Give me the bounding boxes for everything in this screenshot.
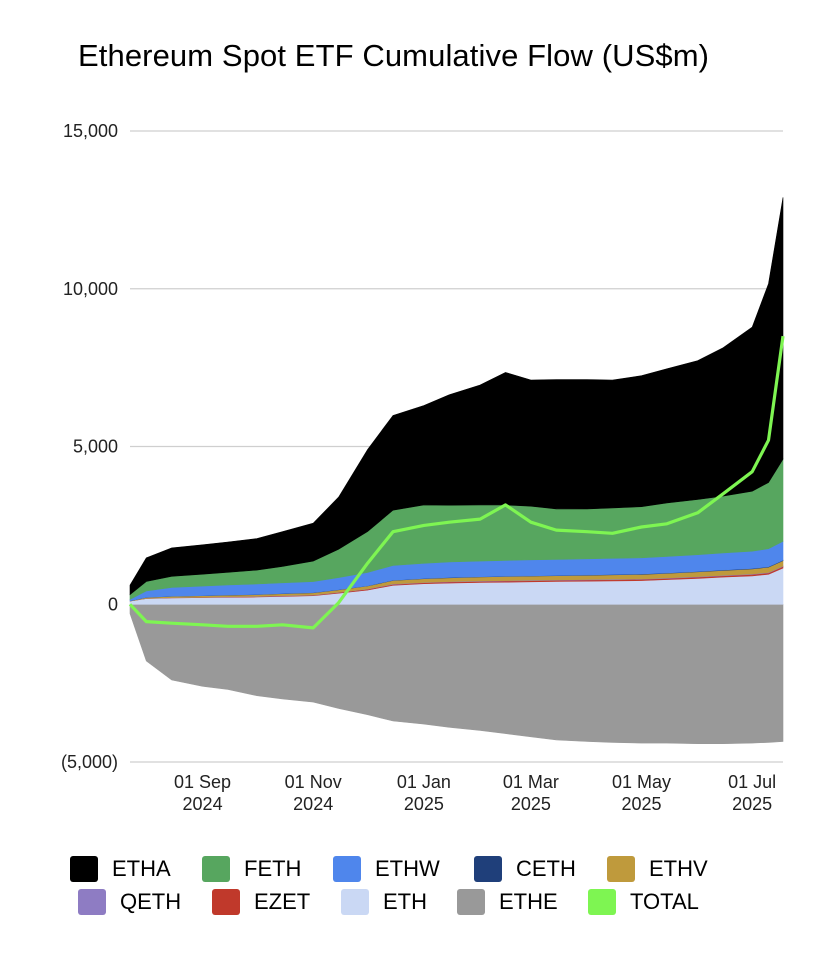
legend-label: CETH — [516, 855, 576, 881]
legend-row: QETH EZET ETH ETHE TOTAL — [70, 885, 790, 918]
x-tick-label: 01 Jul — [728, 772, 776, 792]
x-tick-year: 2025 — [621, 794, 661, 814]
x-tick-label: 01 May — [612, 772, 671, 792]
legend-item-ceth: CETH — [474, 852, 576, 885]
legend-swatch — [474, 855, 502, 882]
x-tick-year: 2024 — [183, 794, 223, 814]
legend-item-ethe: ETHE — [457, 885, 558, 918]
legend-label: TOTAL — [630, 888, 699, 914]
legend-swatch — [202, 855, 230, 882]
y-tick-label: 0 — [108, 594, 118, 614]
legend-item-total: TOTAL — [588, 885, 699, 918]
y-tick-label: 15,000 — [63, 121, 118, 141]
legend-swatch — [333, 855, 361, 882]
x-tick-year: 2024 — [293, 794, 333, 814]
legend-swatch — [588, 888, 616, 915]
legend-label: ETHE — [499, 888, 558, 914]
legend-item-ethw: ETHW — [333, 852, 440, 885]
x-tick-year: 2025 — [732, 794, 772, 814]
stacked-areas — [129, 197, 784, 744]
legend-item-eth: ETH — [341, 885, 427, 918]
x-tick-label: 01 Nov — [285, 772, 342, 792]
y-tick-label: 5,000 — [73, 437, 118, 457]
legend-label: ETHA — [112, 855, 171, 881]
y-tick-label: 10,000 — [63, 279, 118, 299]
legend-item-etha: ETHA — [70, 852, 171, 885]
x-tick-label: 01 Jan — [397, 772, 451, 792]
legend-swatch — [607, 855, 635, 882]
x-tick-year: 2025 — [404, 794, 444, 814]
legend-item-feth: FETH — [202, 852, 301, 885]
legend-label: QETH — [120, 888, 182, 914]
legend-item-qeth: QETH — [78, 885, 181, 918]
legend-label: ETHV — [649, 855, 708, 881]
y-axis-ticks: 15,000 10,000 5,000 0 (5,000) — [61, 121, 118, 772]
legend-swatch — [457, 888, 485, 915]
total-line — [128, 335, 785, 630]
legend-label: FETH — [244, 855, 302, 881]
total-line-layer — [128, 335, 785, 630]
x-tick-year: 2025 — [511, 794, 551, 814]
legend-swatch — [212, 888, 240, 915]
legend-row: ETHA FETH ETHW CETH ETHV — [70, 852, 790, 885]
legend-label: EZET — [254, 888, 311, 914]
legend-swatch — [78, 888, 106, 915]
legend: ETHA FETH ETHW CETH ETHV QETH EZET ETH ETHE TOTAL — [70, 852, 790, 918]
x-tick-label: 01 Sep — [174, 772, 231, 792]
legend-swatch — [341, 888, 369, 915]
legend-item-ethv: ETHV — [607, 852, 708, 885]
legend-swatch — [70, 855, 98, 882]
area-series-etha — [129, 197, 784, 596]
y-tick-label: (5,000) — [61, 752, 118, 772]
chart-title: Ethereum Spot ETF Cumulative Flow (US$m) — [78, 38, 710, 73]
x-tick-label: 01 Mar — [503, 772, 559, 792]
legend-item-ezet: EZET — [212, 885, 310, 918]
legend-label: ETHW — [375, 855, 440, 881]
legend-label: ETH — [383, 888, 427, 914]
